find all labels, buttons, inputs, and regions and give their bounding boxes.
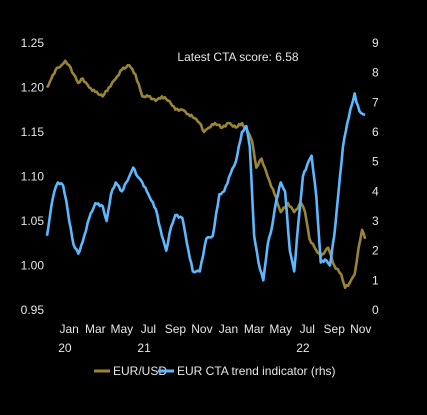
right-tick-label: 8 <box>372 66 379 80</box>
right-axis-ticks: 0 1 2 3 4 5 6 7 8 9 <box>372 36 379 317</box>
legend-label-eurusd: EUR/USD <box>113 364 167 378</box>
right-tick-label: 2 <box>372 244 379 258</box>
left-tick-label: 1.20 <box>21 81 45 95</box>
x-tick-label-month: Nov <box>191 322 212 336</box>
legend-label-cta: EUR CTA trend indicator (rhs) <box>177 364 336 378</box>
x-tick-label-month: Jan <box>60 322 79 336</box>
left-tick-label: 1.15 <box>21 125 45 139</box>
x-tick-label-year: 20 <box>58 341 72 355</box>
x-tick-label-month: Mar <box>85 322 106 336</box>
x-tick-label-month: Mar <box>244 322 265 336</box>
left-tick-label: 0.95 <box>21 303 45 317</box>
series-line-eurusd <box>45 59 367 290</box>
x-tick-label-month: Sep <box>324 322 346 336</box>
left-tick-label: 1.25 <box>21 36 45 50</box>
right-tick-label: 4 <box>372 184 379 198</box>
x-tick-label-month: May <box>269 322 292 336</box>
x-tick-label-month: Jan <box>219 322 238 336</box>
left-tick-label: 1.00 <box>21 259 45 273</box>
legend: EUR/USD EUR CTA trend indicator (rhs) <box>94 364 336 378</box>
x-tick-label-month: Jul <box>141 322 156 336</box>
right-tick-label: 1 <box>372 273 379 287</box>
x-tick-label-year: 22 <box>296 341 310 355</box>
x-tick-label-year: 21 <box>137 341 151 355</box>
series-line-cta <box>45 92 366 282</box>
right-tick-label: 7 <box>372 95 379 109</box>
x-tick-label-month: Sep <box>165 322 187 336</box>
right-tick-label: 9 <box>372 36 379 50</box>
x-tick-label-month: Nov <box>350 322 371 336</box>
x-tick-label-month: May <box>111 322 134 336</box>
left-tick-label: 1.05 <box>21 214 45 228</box>
x-tick-label-month: Jul <box>300 322 315 336</box>
right-tick-label: 6 <box>372 125 379 139</box>
chart-annotation: Latest CTA score: 6.58 <box>177 50 298 64</box>
right-tick-label: 5 <box>372 155 379 169</box>
right-tick-label: 0 <box>372 303 379 317</box>
right-tick-label: 3 <box>372 214 379 228</box>
x-axis-ticks: Jan 20 Mar May Jul 21 Sep Nov Jan Mar May Jul 22 Sep N… <box>58 322 371 355</box>
left-axis-ticks: 0.95 1.00 1.05 1.10 1.15 1.20 1.25 <box>21 36 45 317</box>
left-tick-label: 1.10 <box>21 170 45 184</box>
